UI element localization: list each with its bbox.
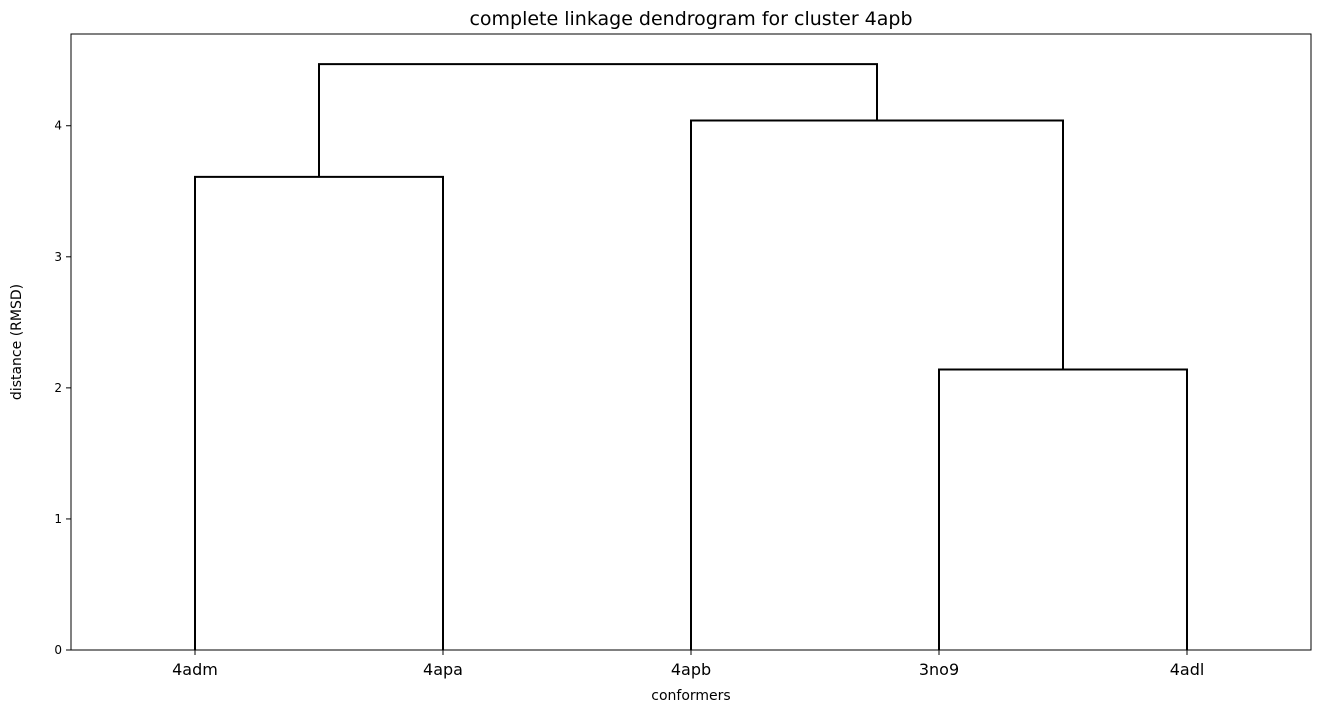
leaf-label-4adl: 4adl	[1170, 660, 1205, 679]
dendrogram-link-4	[318, 63, 878, 177]
leaf-label-4apb: 4apb	[671, 660, 711, 679]
y-axis: 0 1 2 3 4	[54, 119, 71, 657]
dendrogram-link-2	[938, 368, 1188, 650]
y-tick-label: 4	[54, 119, 62, 133]
chart-title: complete linkage dendrogram for cluster …	[469, 8, 912, 30]
y-axis-label: distance (RMSD)	[9, 284, 25, 400]
dendrogram-link-1	[194, 175, 444, 650]
leaf-label-4adm: 4adm	[172, 660, 218, 679]
dendrogram-link-3	[690, 119, 1064, 650]
x-axis: 4adm 4apa 4apb 3no9 4adl	[172, 650, 1204, 679]
leaf-label-4apa: 4apa	[423, 660, 463, 679]
y-tick-label: 0	[54, 643, 62, 657]
dendrogram-links	[194, 63, 1188, 650]
y-tick-label: 2	[54, 381, 62, 395]
y-tick-label: 1	[54, 512, 62, 526]
leaf-label-3no9: 3no9	[919, 660, 959, 679]
y-tick-label: 3	[54, 250, 62, 264]
x-axis-label: conformers	[651, 688, 730, 704]
